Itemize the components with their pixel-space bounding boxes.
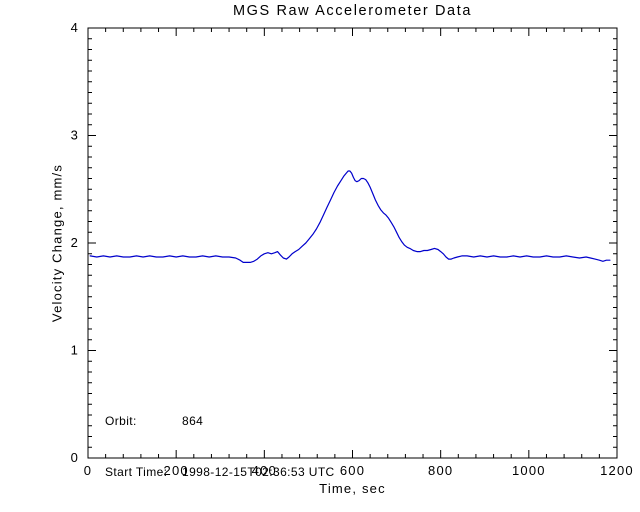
y-tick-label: 3	[71, 128, 79, 143]
annotation-block: Orbit: 864 Start Time: 1998-12-15T02:36:53…	[105, 379, 335, 512]
y-tick-label: 0	[71, 450, 79, 465]
velocity-curve	[89, 170, 611, 263]
x-tick-label: 1200	[600, 463, 634, 478]
orbit-label: Orbit:	[105, 414, 137, 428]
chart-title: MGS Raw Accelerometer Data	[232, 3, 473, 19]
x-tick-label: 600	[340, 463, 365, 478]
annotation-start-line: Start Time: 1998-12-15T02:36:53 UTC	[105, 464, 335, 481]
start-time-label: Start Time:	[105, 465, 168, 479]
x-axis-title: Time, sec	[319, 481, 386, 496]
x-tick-label: 200	[164, 463, 189, 478]
x-tick-label: 0	[84, 463, 92, 478]
x-tick-label: 800	[428, 463, 453, 478]
x-tick-label: 400	[252, 463, 277, 478]
y-tick-label: 1	[71, 343, 79, 358]
y-tick-label: 2	[71, 235, 79, 250]
x-tick-label: 1000	[512, 463, 546, 478]
orbit-value: 864	[182, 414, 204, 428]
start-time-value: 1998-12-15T02:36:53 UTC	[182, 465, 335, 479]
annotation-orbit-line: Orbit: 864	[105, 413, 335, 430]
y-tick-label: 4	[71, 20, 79, 35]
y-axis-title: Velocity Change, mm/s	[49, 163, 65, 323]
